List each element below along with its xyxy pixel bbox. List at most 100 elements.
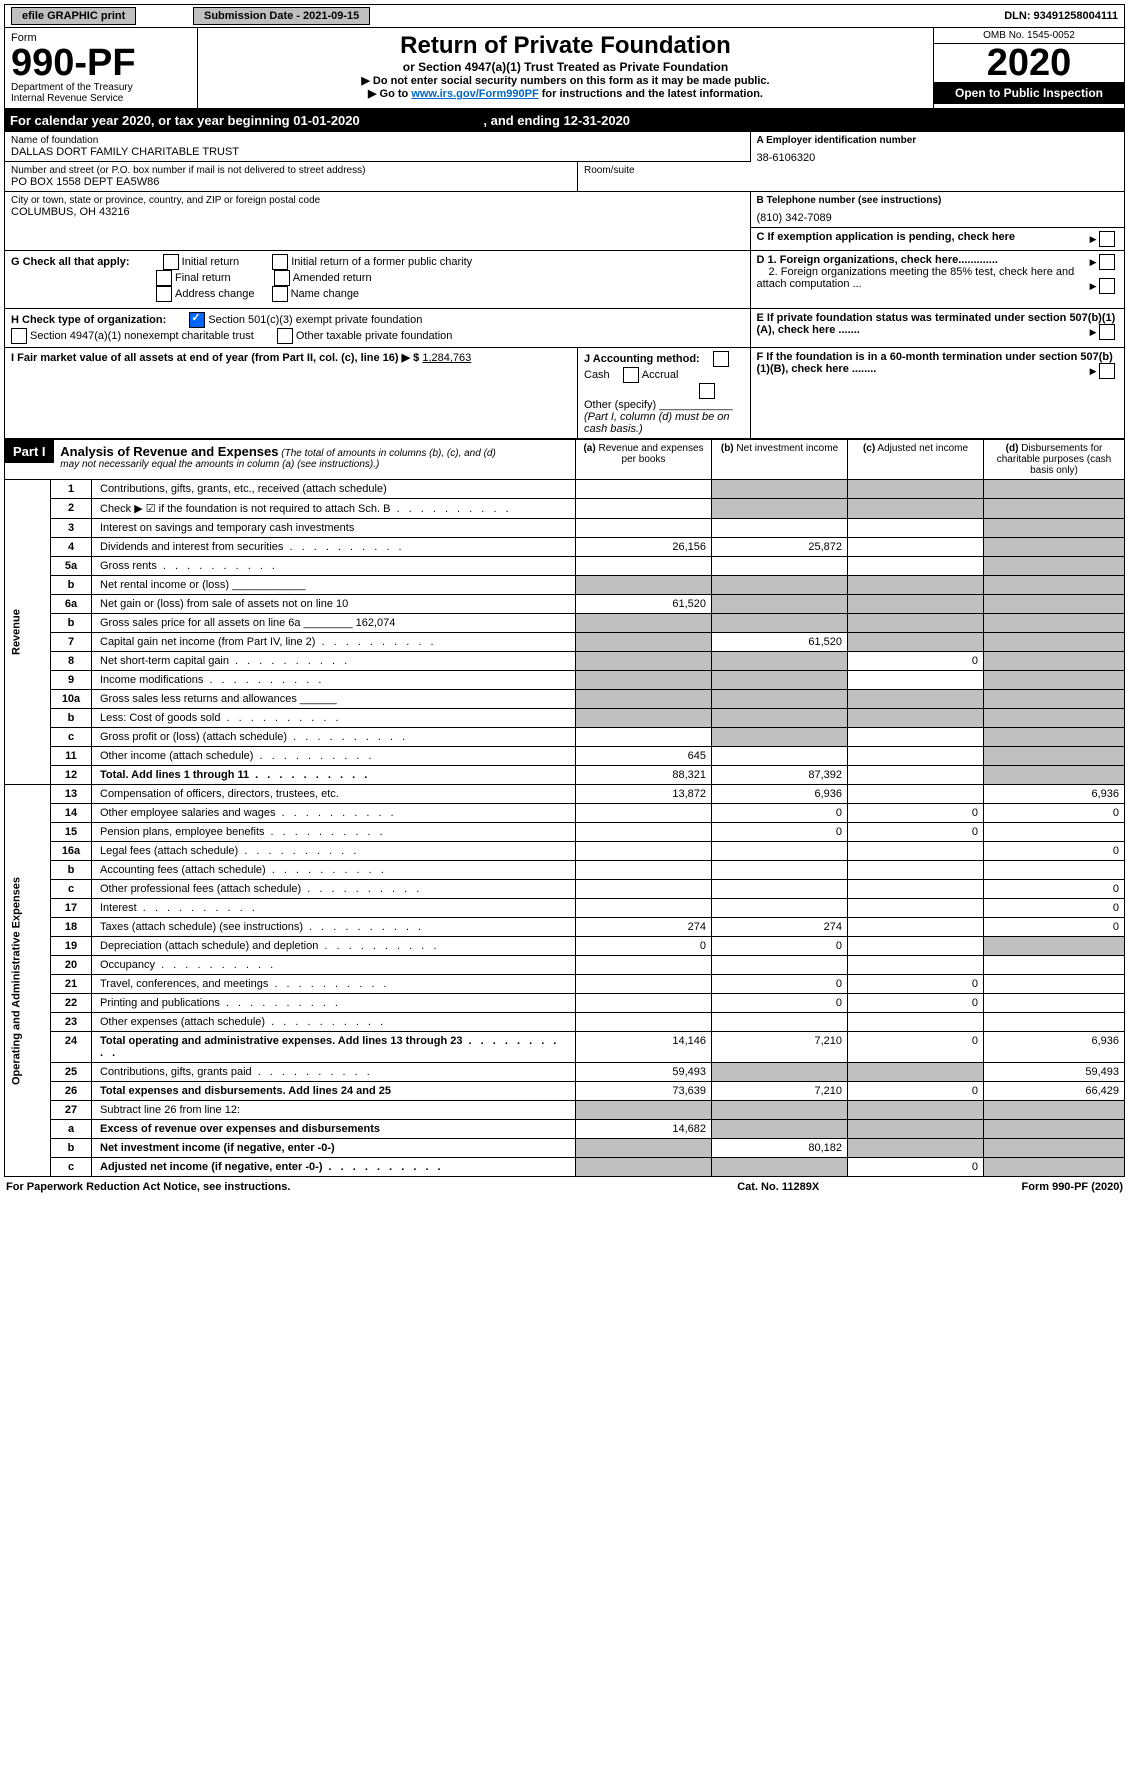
line-col-d xyxy=(984,557,1125,576)
tax-year: 2020 xyxy=(934,44,1124,82)
c-checkbox[interactable] xyxy=(1099,231,1115,247)
line-row: cOther professional fees (attach schedul… xyxy=(5,880,1125,899)
line-number: 6a xyxy=(51,595,92,614)
line-number: 2 xyxy=(51,499,92,519)
j-note: (Part I, column (d) must be on cash basi… xyxy=(584,411,730,435)
footer-right: Form 990-PF (2020) xyxy=(879,1179,1125,1195)
line-col-a xyxy=(576,728,712,747)
h-label: H Check type of organization: xyxy=(11,314,166,326)
city-label: City or town, state or province, country… xyxy=(11,195,744,206)
line-col-c: 0 xyxy=(848,804,984,823)
line-number: 9 xyxy=(51,671,92,690)
j-other-checkbox[interactable] xyxy=(699,383,715,399)
line-col-c xyxy=(848,499,984,519)
line-number: 22 xyxy=(51,994,92,1013)
line-col-d: 6,936 xyxy=(984,785,1125,804)
line-number: 13 xyxy=(51,785,92,804)
line-col-a: 14,146 xyxy=(576,1032,712,1063)
line-desc: Dividends and interest from securities xyxy=(92,538,576,557)
footer-left: For Paperwork Reduction Act Notice, see … xyxy=(4,1179,678,1195)
line-number: 23 xyxy=(51,1013,92,1032)
line-col-d: 6,936 xyxy=(984,1032,1125,1063)
d2-checkbox[interactable] xyxy=(1099,278,1115,294)
line-number: 14 xyxy=(51,804,92,823)
form-number: 990-PF xyxy=(11,44,191,82)
line-col-c: 0 xyxy=(848,1082,984,1101)
line-desc: Depreciation (attach schedule) and deple… xyxy=(92,937,576,956)
line-row: 9Income modifications xyxy=(5,671,1125,690)
tel-label: B Telephone number (see instructions) xyxy=(757,195,1119,206)
line-desc: Total operating and administrative expen… xyxy=(92,1032,576,1063)
form-title: Return of Private Foundation xyxy=(204,32,927,60)
line-desc: Gross sales price for all assets on line… xyxy=(92,614,576,633)
line-col-c xyxy=(848,480,984,499)
line-row: 20Occupancy xyxy=(5,956,1125,975)
foundation-name: DALLAS DORT FAMILY CHARITABLE TRUST xyxy=(11,146,744,158)
line-row: bLess: Cost of goods sold xyxy=(5,709,1125,728)
line-desc: Accounting fees (attach schedule) xyxy=(92,861,576,880)
line-row: 4Dividends and interest from securities2… xyxy=(5,538,1125,557)
line-number: c xyxy=(51,880,92,899)
d1-checkbox[interactable] xyxy=(1099,254,1115,270)
line-col-b: 274 xyxy=(712,918,848,937)
g-amended-checkbox[interactable] xyxy=(274,270,290,286)
h-4947-checkbox[interactable] xyxy=(11,328,27,344)
dept-treasury: Department of the Treasury xyxy=(11,82,191,93)
line-desc: Taxes (attach schedule) (see instruction… xyxy=(92,918,576,937)
line-col-c xyxy=(848,1139,984,1158)
h-501c3-checkbox[interactable] xyxy=(189,312,205,328)
line-col-c xyxy=(848,690,984,709)
revenue-section-label: Revenue xyxy=(5,480,51,785)
line-desc: Net investment income (if negative, ente… xyxy=(92,1139,576,1158)
line-col-d xyxy=(984,690,1125,709)
g-final-checkbox[interactable] xyxy=(156,270,172,286)
g-address-checkbox[interactable] xyxy=(156,286,172,302)
line-col-b xyxy=(712,652,848,671)
g-initial-former-checkbox[interactable] xyxy=(272,254,288,270)
line-col-b: 7,210 xyxy=(712,1082,848,1101)
e-checkbox[interactable] xyxy=(1099,324,1115,340)
line-col-b xyxy=(712,614,848,633)
line-col-b xyxy=(712,1158,848,1177)
line-row: aExcess of revenue over expenses and dis… xyxy=(5,1120,1125,1139)
line-number: 21 xyxy=(51,975,92,994)
room-label: Room/suite xyxy=(584,165,744,176)
line-col-c xyxy=(848,766,984,785)
line-number: 3 xyxy=(51,519,92,538)
submission-date-button[interactable]: Submission Date - 2021-09-15 xyxy=(193,7,370,25)
line-col-d xyxy=(984,671,1125,690)
line-desc: Subtract line 26 from line 12: xyxy=(92,1101,576,1120)
line-desc: Other professional fees (attach schedule… xyxy=(92,880,576,899)
g-initial-checkbox[interactable] xyxy=(163,254,179,270)
h-other-checkbox[interactable] xyxy=(277,328,293,344)
line-col-a xyxy=(576,709,712,728)
line-col-b: 6,936 xyxy=(712,785,848,804)
line-col-b: 0 xyxy=(712,975,848,994)
line-col-a xyxy=(576,842,712,861)
tel-value: (810) 342-7089 xyxy=(757,212,1119,224)
line-col-a xyxy=(576,823,712,842)
line-row: 7Capital gain net income (from Part IV, … xyxy=(5,633,1125,652)
instructions-link[interactable]: www.irs.gov/Form990PF xyxy=(411,88,538,100)
line-col-b xyxy=(712,1120,848,1139)
efile-print-button[interactable]: efile GRAPHIC print xyxy=(11,7,136,25)
j-cash-checkbox[interactable] xyxy=(713,351,729,367)
g-name-checkbox[interactable] xyxy=(272,286,288,302)
line-col-d: 0 xyxy=(984,880,1125,899)
line-desc: Other expenses (attach schedule) xyxy=(92,1013,576,1032)
j-accrual-checkbox[interactable] xyxy=(623,367,639,383)
line-desc: Income modifications xyxy=(92,671,576,690)
line-number: 1 xyxy=(51,480,92,499)
line-col-d xyxy=(984,519,1125,538)
line-col-b: 7,210 xyxy=(712,1032,848,1063)
line-number: 8 xyxy=(51,652,92,671)
line-desc: Contributions, gifts, grants, etc., rece… xyxy=(92,480,576,499)
line-col-c xyxy=(848,880,984,899)
f-checkbox[interactable] xyxy=(1099,363,1115,379)
line-col-b: 0 xyxy=(712,823,848,842)
line-desc: Gross rents xyxy=(92,557,576,576)
line-number: 4 xyxy=(51,538,92,557)
i-label: I Fair market value of all assets at end… xyxy=(11,352,422,364)
line-col-d xyxy=(984,766,1125,785)
top-bar: efile GRAPHIC print Submission Date - 20… xyxy=(4,4,1125,28)
